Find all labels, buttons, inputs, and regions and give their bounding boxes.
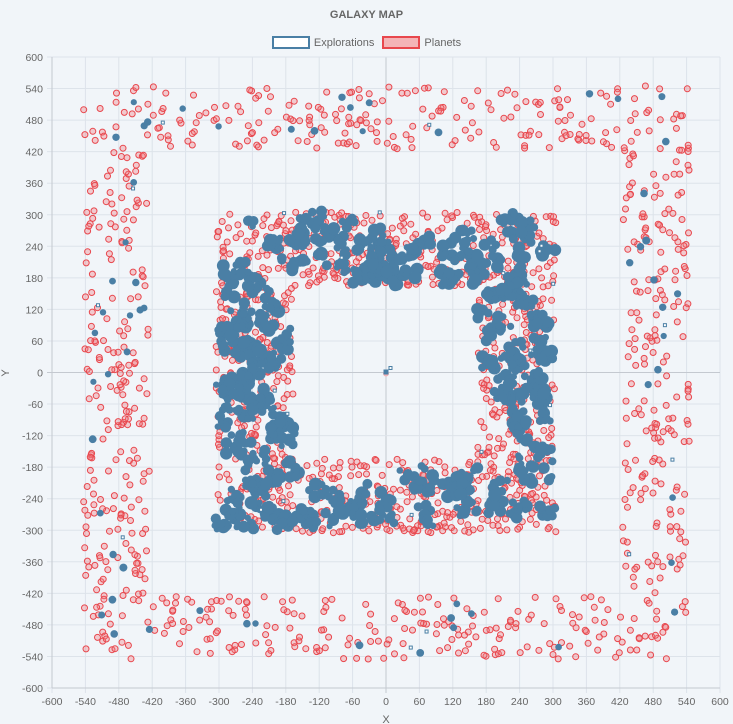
svg-text:-480: -480 — [22, 620, 43, 632]
svg-text:-180: -180 — [22, 462, 43, 474]
svg-text:-120: -120 — [309, 696, 330, 708]
svg-text:-60: -60 — [28, 399, 43, 411]
svg-text:-540: -540 — [75, 696, 96, 708]
svg-text:180: 180 — [477, 696, 495, 708]
svg-text:-300: -300 — [208, 696, 229, 708]
svg-text:600: 600 — [711, 696, 729, 708]
svg-text:-240: -240 — [242, 696, 263, 708]
svg-text:-600: -600 — [41, 696, 62, 708]
svg-text:600: 600 — [25, 52, 43, 64]
svg-text:240: 240 — [25, 241, 43, 253]
svg-text:-180: -180 — [275, 696, 296, 708]
svg-text:-540: -540 — [22, 651, 43, 663]
svg-text:-420: -420 — [142, 696, 163, 708]
legend-label-planets: Planets — [424, 36, 462, 49]
svg-text:360: 360 — [25, 178, 43, 190]
svg-text:120: 120 — [444, 696, 462, 708]
explorations-series — [88, 90, 682, 657]
legend-item-explorations[interactable]: Explorations — [271, 36, 375, 49]
svg-text:420: 420 — [611, 696, 629, 708]
svg-text:480: 480 — [644, 696, 662, 708]
svg-text:-360: -360 — [22, 557, 43, 569]
svg-text:-420: -420 — [22, 588, 43, 600]
svg-text:480: 480 — [25, 115, 43, 127]
svg-text:-120: -120 — [22, 431, 43, 443]
svg-text:-360: -360 — [175, 696, 196, 708]
y-axis-title: Y — [0, 369, 12, 377]
svg-text:-600: -600 — [22, 683, 43, 695]
svg-text:0: 0 — [383, 696, 389, 708]
svg-text:-300: -300 — [22, 525, 43, 537]
legend-item-planets[interactable]: Planets — [382, 36, 461, 49]
chart-legend: Explorations Planets — [0, 36, 733, 49]
svg-text:240: 240 — [511, 696, 529, 708]
svg-text:540: 540 — [25, 84, 43, 96]
svg-text:420: 420 — [25, 147, 43, 159]
svg-text:300: 300 — [25, 210, 43, 222]
svg-text:540: 540 — [678, 696, 696, 708]
legend-label-explorations: Explorations — [313, 36, 375, 49]
svg-text:-480: -480 — [108, 696, 129, 708]
explorations-swatch-icon — [271, 36, 310, 49]
planets-swatch-icon — [382, 36, 421, 49]
svg-text:300: 300 — [544, 696, 562, 708]
svg-text:180: 180 — [25, 273, 43, 285]
svg-text:-240: -240 — [22, 494, 43, 506]
svg-text:-60: -60 — [345, 696, 360, 708]
svg-text:120: 120 — [25, 304, 43, 316]
axes: -600 -540 -480 -420 -360 -300 -240 -180 -120 -60 0… — [22, 52, 729, 708]
x-axis-title: X — [382, 714, 390, 724]
svg-text:0: 0 — [37, 368, 43, 380]
svg-text:60: 60 — [31, 336, 43, 348]
svg-text:60: 60 — [414, 696, 426, 708]
svg-text:360: 360 — [578, 696, 596, 708]
chart-title: GALAXY MAP — [329, 9, 404, 21]
